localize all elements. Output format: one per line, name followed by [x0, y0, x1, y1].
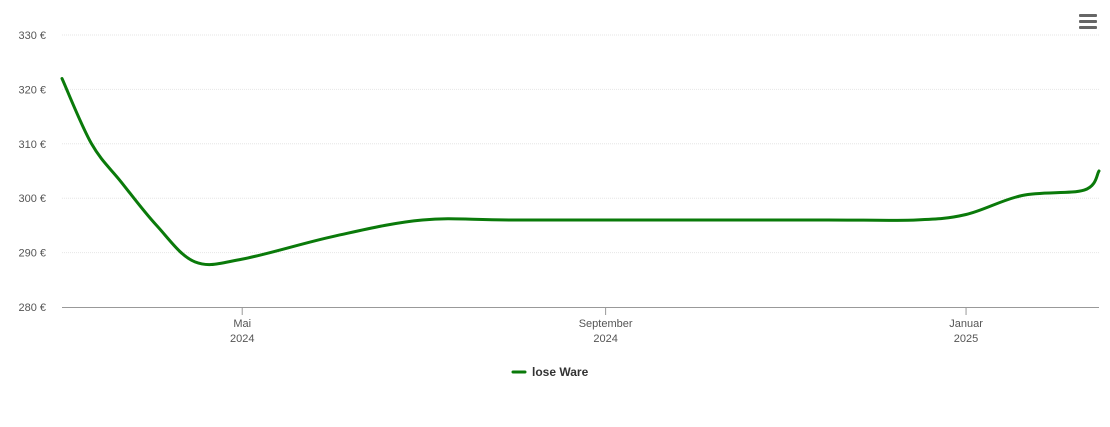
y-axis-labels: 280 € 290 € 300 € 310 € 320 € 330 €	[18, 30, 46, 314]
x-tick-month: September	[579, 318, 633, 330]
x-tick-month: Mai	[233, 318, 251, 330]
x-tick-year: 2025	[954, 333, 978, 345]
menu-bar	[1079, 14, 1097, 17]
x-axis-ticks: Mai 2024 September 2024 Januar 2025	[230, 307, 983, 345]
y-tick-label: 300 €	[18, 193, 46, 205]
y-tick-label: 330 €	[18, 30, 46, 42]
series-layer	[60, 77, 1101, 267]
y-tick-label: 290 €	[18, 248, 46, 260]
legend[interactable]: lose Ware	[511, 365, 589, 379]
x-tick-year: 2024	[230, 333, 254, 345]
menu-bar	[1079, 20, 1097, 23]
y-tick-label: 310 €	[18, 139, 46, 151]
legend-label-lose-ware: lose Ware	[532, 365, 589, 379]
series-line-lose-ware[interactable]	[60, 77, 1101, 267]
y-tick-label: 320 €	[18, 84, 46, 96]
menu-bar	[1079, 26, 1097, 29]
x-tick-month: Januar	[949, 318, 983, 330]
hamburger-menu-icon[interactable]	[1076, 12, 1100, 32]
x-tick-year: 2024	[593, 333, 617, 345]
grid-lines	[62, 34, 1099, 254]
y-tick-label: 280 €	[18, 302, 46, 314]
